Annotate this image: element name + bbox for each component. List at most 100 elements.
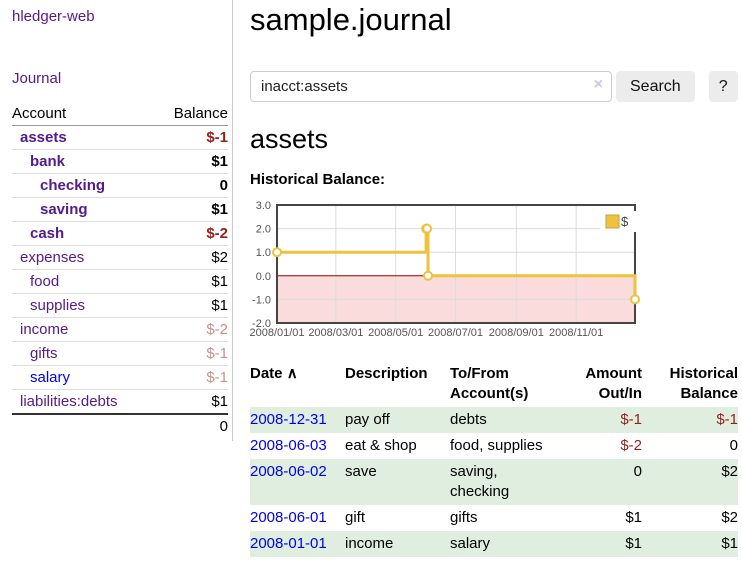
sidebar-account-saving[interactable]: saving — [40, 201, 88, 218]
sidebar-account-salary[interactable]: salary — [30, 369, 71, 386]
account-balance: $-1 — [154, 365, 228, 390]
page-title: sample.journal — [250, 2, 452, 37]
sidebar-account-bank[interactable]: bank — [30, 153, 66, 170]
sidebar-account-supplies[interactable]: supplies — [30, 297, 86, 314]
sidebar-account-cash[interactable]: cash — [30, 225, 65, 242]
transaction-date-cell: 2008-01-01 — [250, 531, 345, 557]
search-input[interactable] — [250, 71, 612, 102]
sidebar-item-journal[interactable]: Journal — [12, 70, 62, 87]
account-row: checking 0 — [12, 173, 228, 198]
plot-border — [276, 204, 636, 324]
register-column-date[interactable]: Date ∧ — [250, 365, 298, 382]
search-button[interactable]: Search — [616, 71, 695, 102]
account-balance: $1 — [154, 149, 228, 174]
data-point-marker — [422, 223, 433, 234]
sidebar-account-checking[interactable]: checking — [40, 177, 106, 194]
account-name-cell: assets — [12, 125, 155, 150]
transaction-description: gift — [345, 509, 366, 526]
sidebar-account-liabilities:debts[interactable]: liabilities:debts — [20, 393, 118, 410]
y-tick-label: -1.0 — [252, 294, 271, 306]
x-tick-label: 2008/11/01 — [549, 327, 603, 339]
transaction-date-link[interactable]: 2008-06-03 — [250, 437, 327, 454]
account-balance: $-1 — [154, 341, 228, 366]
transaction-amount: 0 — [633, 463, 642, 480]
x-tick-label: 2008/09/01 — [489, 327, 544, 339]
account-row: assets $-1 — [12, 125, 228, 150]
transaction-date-cell: 2008-06-02 — [250, 459, 345, 505]
transaction-balance: $-1 — [716, 411, 738, 428]
account-heading: assets — [250, 124, 329, 154]
account-name-cell: saving — [12, 197, 155, 222]
transaction-date-link[interactable]: 2008-06-02 — [250, 463, 327, 480]
chart-legend: $ — [600, 211, 638, 232]
chart-title: Historical Balance: — [250, 171, 386, 188]
account-row: salary $-1 — [12, 365, 228, 390]
account-column-header: Account — [12, 102, 155, 126]
y-tick-label: -2.0 — [252, 318, 271, 330]
account-balance: $1 — [154, 293, 228, 318]
transaction-accounts: debts — [450, 411, 487, 428]
data-point-marker — [423, 270, 434, 281]
transaction-date-link[interactable]: 2008-06-01 — [250, 509, 327, 526]
account-name-cell: checking — [12, 173, 155, 198]
transaction-description: income — [345, 535, 394, 552]
y-tick-label: 1.0 — [256, 247, 271, 259]
transaction-row: 2008-06-03 eat & shop food, supplies $-2 0 — [250, 433, 738, 459]
account-balance: $2 — [154, 245, 228, 270]
register-body: 2008-12-31 pay off debts $-1 $-1 2008-06-03 ea… — [250, 407, 738, 557]
account-name-cell: supplies — [12, 293, 155, 318]
accounts-total-spacer — [12, 414, 155, 438]
transaction-balance: $1 — [721, 535, 738, 552]
account-name-cell: cash — [12, 221, 155, 246]
y-tick-label: 2.0 — [256, 224, 271, 236]
transaction-accounts: food, supplies — [450, 437, 543, 454]
account-balance: $-2 — [154, 317, 228, 342]
register-column-historical-balance: Historical Balance — [669, 365, 738, 402]
account-balance: $-2 — [154, 221, 228, 246]
data-point-marker — [272, 247, 282, 258]
transaction-date-cell: 2008-06-03 — [250, 433, 345, 459]
register-table: Date ∧ Description To/From Account(s) Amoun… — [250, 361, 738, 557]
account-name-cell: food — [12, 269, 155, 294]
transaction-amount: $1 — [625, 509, 642, 526]
account-row: bank $1 — [12, 149, 228, 174]
accounts-table: Account Balance assets $-1 bank $1 checking 0… — [12, 102, 228, 438]
register-header-row: Date ∧ Description To/From Account(s) Amoun… — [250, 361, 738, 407]
sidebar-account-food[interactable]: food — [30, 273, 60, 290]
sidebar-account-income[interactable]: income — [20, 321, 69, 338]
accounts-table-body: assets $-1 bank $1 checking 0 saving $1 cash $-2 e… — [12, 125, 228, 415]
transaction-description: pay off — [345, 411, 390, 428]
register-column-description: Description — [345, 365, 428, 382]
transaction-row: 2008-01-01 income salary $1 $1 — [250, 531, 738, 557]
transaction-description: eat & shop — [345, 437, 417, 454]
y-tick-label: 3.0 — [256, 200, 271, 212]
transaction-accounts: gifts — [450, 509, 478, 526]
transaction-date-cell: 2008-06-01 — [250, 505, 345, 531]
account-row: supplies $1 — [12, 293, 228, 318]
sidebar-account-gifts[interactable]: gifts — [30, 345, 58, 362]
brand-link[interactable]: hledger-web — [12, 8, 95, 25]
transaction-row: 2008-12-31 pay off debts $-1 $-1 — [250, 407, 738, 433]
transaction-accounts: salary — [450, 535, 491, 552]
transaction-date-link[interactable]: 2008-12-31 — [250, 411, 327, 428]
main-content: sample.journal × Search ? assets Histori… — [249, 0, 742, 582]
sidebar-account-expenses[interactable]: expenses — [20, 249, 85, 266]
account-name-cell: liabilities:debts — [12, 389, 155, 415]
search-bar: × Search ? — [250, 71, 738, 102]
transaction-date-link[interactable]: 2008-01-01 — [250, 535, 327, 552]
account-name-cell: bank — [12, 149, 155, 174]
account-balance: $-1 — [154, 125, 228, 150]
transaction-amount: $-2 — [620, 437, 642, 454]
transaction-balance: $2 — [721, 509, 738, 526]
legend-swatch — [605, 214, 620, 229]
accounts-table-header: Account Balance — [12, 102, 228, 126]
help-button[interactable]: ? — [708, 71, 738, 102]
sidebar-account-assets[interactable]: assets — [20, 129, 67, 146]
data-point-marker — [630, 294, 640, 305]
sort-asc-icon: ∧ — [286, 365, 298, 382]
account-row: saving $1 — [12, 197, 228, 222]
account-row: food $1 — [12, 269, 228, 294]
register-column-amount-out-in: Amount Out/In — [585, 365, 642, 402]
clear-search-icon[interactable]: × — [593, 76, 603, 93]
